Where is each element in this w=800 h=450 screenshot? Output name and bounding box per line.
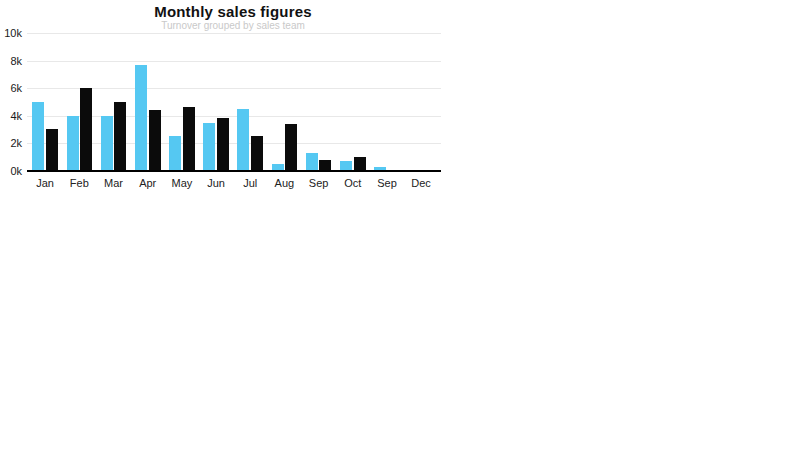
bar-blue-series-4[interactable]	[169, 136, 181, 170]
y-tick-label: 6k	[0, 82, 22, 94]
gridline	[27, 61, 441, 62]
bar-blue-series-0[interactable]	[32, 102, 44, 171]
x-tick-label: Jun	[199, 177, 233, 190]
bar-blue-series-2[interactable]	[101, 116, 113, 171]
bar-black-series-0[interactable]	[46, 129, 58, 170]
y-tick-label: 4k	[0, 110, 22, 122]
x-tick-label: Oct	[336, 177, 370, 190]
bar-black-series-9[interactable]	[354, 157, 366, 171]
x-tick-label: Sep	[302, 177, 336, 190]
bar-blue-series-8[interactable]	[306, 153, 318, 171]
chart-title: Monthly sales figures	[0, 3, 466, 20]
gridline	[27, 33, 441, 34]
y-tick-label: 2k	[0, 137, 22, 149]
x-tick-label: Jul	[233, 177, 267, 190]
y-tick-label: 0k	[0, 165, 22, 177]
bar-black-series-3[interactable]	[149, 110, 161, 171]
y-tick-label: 8k	[0, 55, 22, 67]
bar-blue-series-3[interactable]	[135, 65, 147, 171]
bar-black-series-1[interactable]	[80, 88, 92, 171]
x-tick-label: Feb	[62, 177, 96, 190]
bar-black-series-2[interactable]	[114, 102, 126, 171]
x-tick-label: Dec	[404, 177, 438, 190]
x-tick-label: May	[165, 177, 199, 190]
bar-black-series-6[interactable]	[251, 136, 263, 170]
chart-canvas: Monthly sales figures Turnover grouped b…	[0, 0, 800, 450]
bar-black-series-5[interactable]	[217, 118, 229, 170]
bar-black-series-7[interactable]	[285, 124, 297, 171]
x-tick-label: Jan	[28, 177, 62, 190]
chart-subtitle: Turnover grouped by sales team	[0, 20, 466, 31]
x-axis-line	[27, 170, 441, 172]
x-tick-label: Aug	[267, 177, 301, 190]
bar-black-series-4[interactable]	[183, 107, 195, 170]
bar-blue-series-5[interactable]	[203, 123, 215, 171]
bar-blue-series-1[interactable]	[67, 116, 79, 171]
y-tick-label: 10k	[0, 27, 22, 39]
x-tick-label: Sep	[370, 177, 404, 190]
x-tick-label: Mar	[97, 177, 131, 190]
x-tick-label: Apr	[131, 177, 165, 190]
bar-blue-series-6[interactable]	[237, 109, 249, 171]
